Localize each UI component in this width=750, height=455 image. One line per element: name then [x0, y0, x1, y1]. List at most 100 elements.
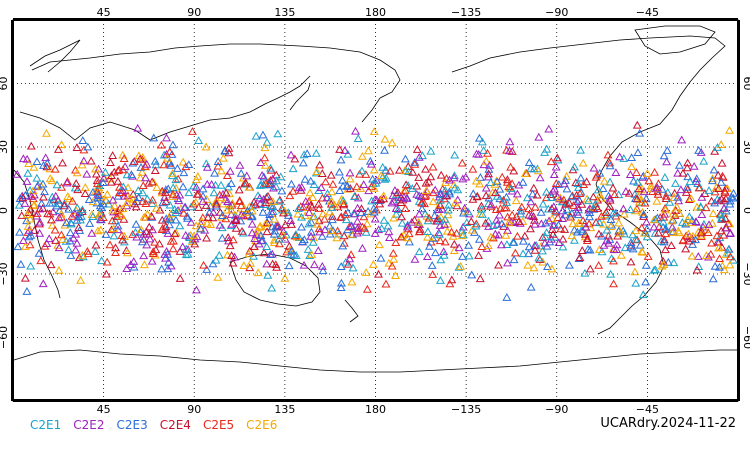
observation-marker	[166, 236, 176, 245]
observation-marker	[686, 194, 696, 202]
observation-marker	[352, 228, 362, 237]
observation-marker	[159, 160, 169, 169]
observation-marker	[524, 204, 534, 213]
observation-marker	[435, 229, 444, 238]
bottom-longitude-label: 45	[97, 403, 111, 416]
observation-marker	[251, 200, 261, 209]
observation-marker	[581, 222, 591, 231]
observation-marker	[717, 158, 727, 167]
observation-marker	[403, 181, 413, 190]
observation-marker	[501, 230, 511, 239]
observation-marker	[118, 204, 128, 213]
observation-marker	[317, 231, 327, 240]
observation-marker	[428, 233, 438, 242]
observation-marker	[262, 137, 272, 146]
observation-marker	[320, 225, 330, 234]
observation-marker	[290, 154, 300, 163]
right-latitude-label: 30	[741, 140, 750, 154]
observation-marker	[220, 146, 230, 155]
observation-marker	[634, 184, 644, 193]
observation-marker	[366, 209, 376, 218]
observation-marker	[630, 267, 640, 276]
observation-marker	[568, 219, 578, 228]
observation-marker	[423, 227, 433, 235]
observation-marker	[183, 249, 193, 258]
observation-marker	[439, 247, 449, 256]
observation-marker	[225, 166, 235, 175]
top-frame-bar	[13, 18, 738, 21]
observation-marker	[277, 205, 287, 214]
observation-marker	[384, 258, 394, 267]
observation-marker	[368, 260, 378, 268]
observation-marker	[528, 189, 538, 198]
observation-marker	[526, 197, 536, 206]
observation-marker	[616, 250, 626, 259]
observation-marker	[348, 263, 358, 272]
observation-marker	[107, 216, 117, 225]
observation-marker	[38, 192, 48, 201]
observation-marker	[186, 230, 196, 239]
observation-marker	[599, 240, 609, 249]
observation-marker	[226, 179, 236, 187]
observation-marker	[336, 155, 346, 164]
observation-marker	[633, 148, 643, 156]
observation-marker	[340, 209, 350, 218]
observation-marker	[201, 201, 211, 209]
observation-marker	[65, 228, 75, 237]
observation-marker	[262, 242, 272, 251]
left-latitude-label: −60	[0, 326, 10, 349]
observation-marker	[336, 212, 346, 221]
observation-marker	[93, 226, 103, 235]
observation-marker	[387, 138, 397, 147]
bottom-longitude-label: −135	[451, 403, 481, 416]
observation-marker	[96, 225, 106, 234]
observation-marker	[71, 179, 81, 187]
observation-marker	[447, 275, 457, 284]
observation-marker	[183, 213, 192, 222]
observation-marker	[397, 212, 407, 221]
observation-marker	[269, 229, 279, 238]
observation-marker	[580, 268, 590, 277]
observation-marker	[483, 241, 493, 250]
observation-marker	[131, 202, 141, 211]
observation-marker	[604, 231, 613, 240]
observation-marker	[603, 150, 613, 159]
observation-marker	[29, 162, 39, 171]
observation-marker	[339, 231, 349, 240]
observation-marker	[642, 169, 652, 177]
observation-marker	[318, 193, 327, 202]
observation-marker	[145, 234, 155, 243]
observation-marker	[247, 206, 257, 215]
observation-marker	[283, 208, 293, 217]
observation-marker	[650, 229, 660, 237]
observation-marker	[718, 171, 727, 180]
observation-marker	[180, 202, 190, 211]
observation-marker	[435, 200, 445, 209]
observation-marker	[261, 198, 271, 206]
observation-marker	[454, 262, 464, 271]
observation-marker	[22, 210, 32, 218]
observation-marker	[97, 256, 107, 265]
observation-marker	[559, 195, 569, 204]
observation-marker	[64, 194, 74, 203]
right-latitude-label: 60	[741, 77, 750, 91]
observation-marker	[694, 146, 704, 154]
observation-marker	[505, 146, 514, 155]
observation-marker	[495, 194, 505, 203]
observation-marker	[199, 260, 209, 269]
observation-marker	[696, 228, 706, 237]
observation-marker	[170, 205, 180, 213]
observation-marker	[255, 181, 265, 189]
observation-marker	[714, 242, 724, 251]
observation-marker	[659, 260, 669, 268]
observation-marker	[546, 234, 556, 243]
observation-marker	[412, 145, 422, 153]
observation-marker	[118, 235, 127, 244]
observation-marker	[383, 221, 393, 230]
observation-marker	[160, 188, 170, 196]
axis-labels: 45 90 135 180 −135 −90 −45 45 90 135 180 −135 −90 −45…	[0, 6, 750, 416]
observation-marker	[47, 220, 57, 229]
observation-marker	[181, 162, 191, 171]
observation-marker	[53, 145, 63, 153]
